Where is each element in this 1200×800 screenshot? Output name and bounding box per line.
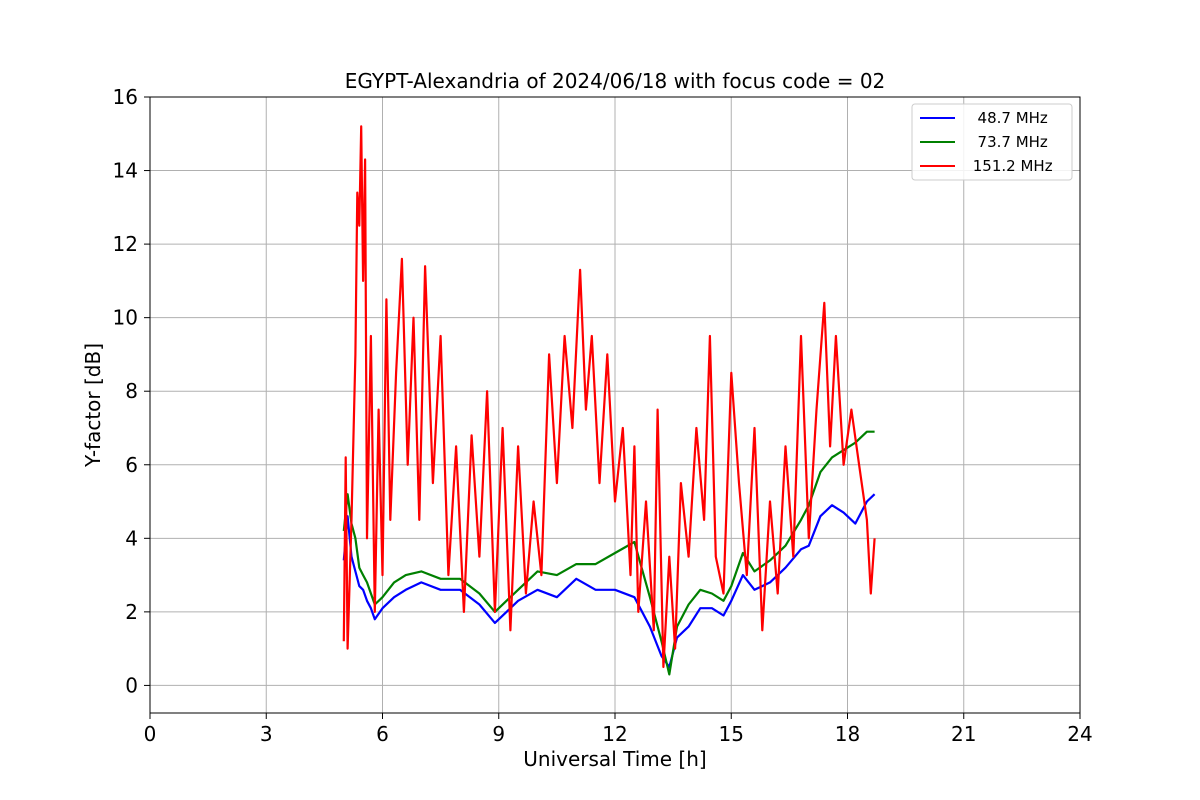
x-tick-label: 21 — [951, 722, 976, 746]
y-tick-label: 2 — [125, 600, 138, 624]
y-axis-title: Y-factor [dB] — [81, 343, 105, 468]
x-tick-label: 9 — [492, 722, 505, 746]
legend: 48.7 MHz 73.7 MHz 151.2 MHz — [911, 103, 1073, 181]
y-tick-label: 12 — [113, 232, 138, 256]
x-tick-label: 0 — [144, 722, 157, 746]
plot-area — [342, 125, 876, 676]
y-tick-label: 4 — [125, 526, 138, 550]
series-line-2 — [342, 125, 876, 669]
y-tick-label: 10 — [113, 306, 138, 330]
legend-box — [911, 103, 1073, 181]
x-tick-label: 15 — [719, 722, 744, 746]
x-tick-label: 12 — [602, 722, 627, 746]
y-tick-label: 8 — [125, 379, 138, 403]
legend-items: 48.7 MHz 73.7 MHz 151.2 MHz — [920, 109, 1053, 175]
legend-label-1: 73.7 MHz — [968, 133, 1048, 151]
y-tick-label: 0 — [125, 673, 138, 697]
x-tick-label: 24 — [1067, 722, 1092, 746]
grid — [149, 96, 1081, 713]
y-tick-label: 14 — [113, 159, 138, 183]
y-tick-label: 16 — [113, 85, 138, 109]
series-line-1 — [342, 430, 875, 676]
legend-label-0: 48.7 MHz — [968, 109, 1048, 127]
legend-label-2: 151.2 MHz — [968, 157, 1053, 175]
x-axis-title: Universal Time [h] — [523, 747, 706, 771]
x-tick-label: 3 — [260, 722, 273, 746]
chart-title: EGYPT-Alexandria of 2024/06/18 with focu… — [345, 69, 886, 93]
series-line-0 — [342, 493, 876, 669]
x-tick-label: 6 — [376, 722, 389, 746]
x-tick-label: 18 — [835, 722, 860, 746]
y-tick-label: 6 — [125, 453, 138, 477]
